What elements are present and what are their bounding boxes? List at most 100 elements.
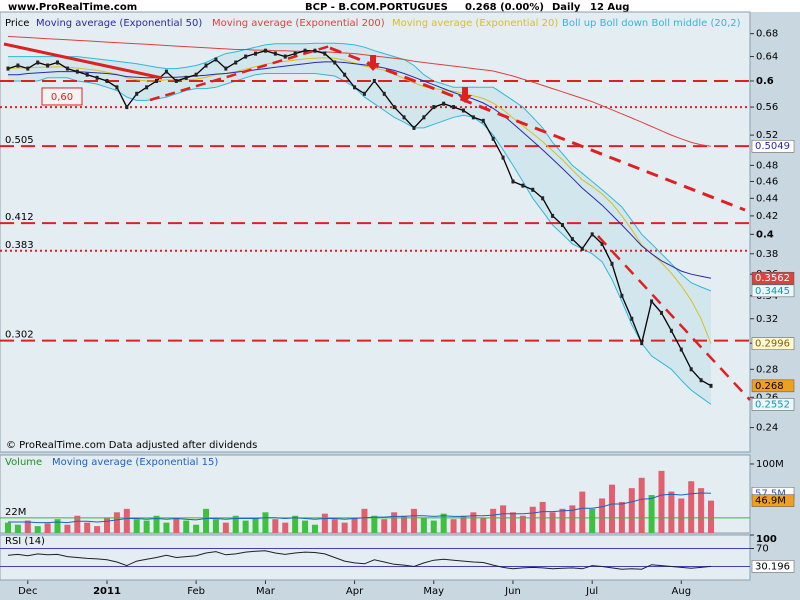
value-box-label: 0.2552 — [755, 399, 790, 410]
volume-bar — [391, 512, 398, 533]
price-bar — [75, 69, 79, 74]
level-label: 0.302 — [5, 330, 34, 341]
price-bar — [551, 213, 555, 218]
value-box — [751, 494, 795, 507]
price-bar — [600, 241, 604, 246]
volume-bar — [658, 470, 665, 533]
y-tick-label: 0.24 — [756, 423, 778, 434]
value-box-label: 0.3445 — [755, 286, 790, 297]
price-bar — [560, 223, 564, 228]
trend-line — [329, 46, 746, 212]
price-bar — [689, 367, 693, 372]
volume-bar — [410, 508, 417, 533]
volume-bar — [311, 524, 318, 533]
price-bar — [402, 115, 406, 120]
volume-bar — [381, 519, 388, 533]
price-bar — [244, 54, 248, 59]
price-bar — [461, 108, 465, 113]
price-bar — [392, 105, 396, 110]
volume-bar — [341, 522, 348, 533]
y-tick-label: 0.46 — [756, 176, 778, 187]
y-tick-label: 0.6 — [756, 76, 774, 87]
value-box-label: 30.196 — [755, 561, 790, 572]
price-bar — [372, 78, 376, 83]
price-bar — [412, 125, 416, 130]
price-bar — [194, 72, 198, 77]
ma-line — [8, 492, 712, 524]
y-tick-label: 0.28 — [756, 364, 778, 375]
price-bar — [640, 341, 644, 346]
price-bar — [16, 63, 20, 68]
price-bar — [313, 48, 317, 53]
price-bar — [323, 51, 327, 56]
volume-bar — [698, 488, 705, 533]
price-bar — [115, 85, 119, 90]
volume-bar — [688, 481, 695, 533]
value-box-label: 0.5049 — [755, 141, 790, 152]
volume-bar — [113, 512, 120, 533]
price-bar — [610, 261, 614, 266]
level-label: 22M — [5, 507, 26, 518]
legend-entry: Moving average (Exponential 200) — [212, 18, 385, 29]
title: BCP - B.COM.PORTUGUES — [305, 2, 448, 13]
value-box-label: 0.268 — [755, 381, 784, 392]
volume-bar — [212, 519, 219, 533]
level-label: 0.383 — [5, 240, 34, 251]
band-fill — [8, 43, 711, 405]
volume-bar — [203, 508, 210, 533]
value-box — [751, 284, 795, 298]
volume-bar — [54, 519, 61, 533]
value-box-label: 0.2996 — [755, 339, 790, 350]
band-upper — [8, 42, 712, 292]
ma-line — [7, 35, 712, 147]
value-box — [751, 379, 795, 393]
price-bar — [263, 48, 267, 53]
price-bar — [145, 85, 149, 90]
ma-line — [8, 61, 712, 279]
volume-bar — [252, 517, 259, 533]
y-tick-label: 0.52 — [756, 130, 778, 141]
volume-bar — [331, 519, 338, 533]
volume-bar — [123, 508, 130, 533]
price-bar — [580, 246, 584, 251]
price-bar — [214, 57, 218, 62]
price-bar — [699, 378, 703, 383]
rsi-line — [7, 550, 712, 570]
x-tick-label: Jun — [504, 586, 521, 597]
y-tick-label: 0.64 — [756, 52, 778, 63]
price-bar — [105, 78, 109, 83]
volume-bar — [104, 517, 111, 533]
volume-bar — [430, 520, 437, 533]
x-tick-label: Apr — [346, 586, 364, 597]
price-bar — [382, 91, 386, 96]
price-bar — [669, 328, 673, 333]
price-bar — [491, 136, 495, 141]
plot-area — [0, 534, 751, 581]
price-bar — [620, 293, 624, 298]
date: 12 Aug — [590, 2, 629, 13]
price-bar — [85, 72, 89, 77]
price-bar — [452, 105, 456, 110]
volume-bar — [153, 515, 160, 533]
price-bar — [303, 48, 307, 53]
value-box-label: 0.3562 — [755, 273, 790, 284]
price-bar — [293, 51, 297, 56]
x-tick-label: Feb — [187, 586, 205, 597]
period: Daily — [552, 2, 581, 13]
price-bar — [511, 179, 515, 184]
volume-bar — [242, 520, 249, 533]
volume-bar — [94, 526, 101, 533]
volume-bar — [84, 522, 91, 533]
legend-entry: Moving average (Exponential 50) — [36, 18, 202, 29]
price-bar — [432, 105, 436, 110]
level-label: 0.505 — [5, 135, 34, 146]
volume-bar — [282, 522, 289, 533]
volume-bar — [173, 517, 180, 533]
y-tick-label: 0.56 — [756, 102, 778, 113]
volume-bar — [678, 498, 685, 533]
level-label: 0,60 — [51, 92, 73, 103]
price-bar — [650, 299, 654, 304]
volume-bar — [64, 524, 71, 533]
volume-bar — [589, 508, 596, 533]
